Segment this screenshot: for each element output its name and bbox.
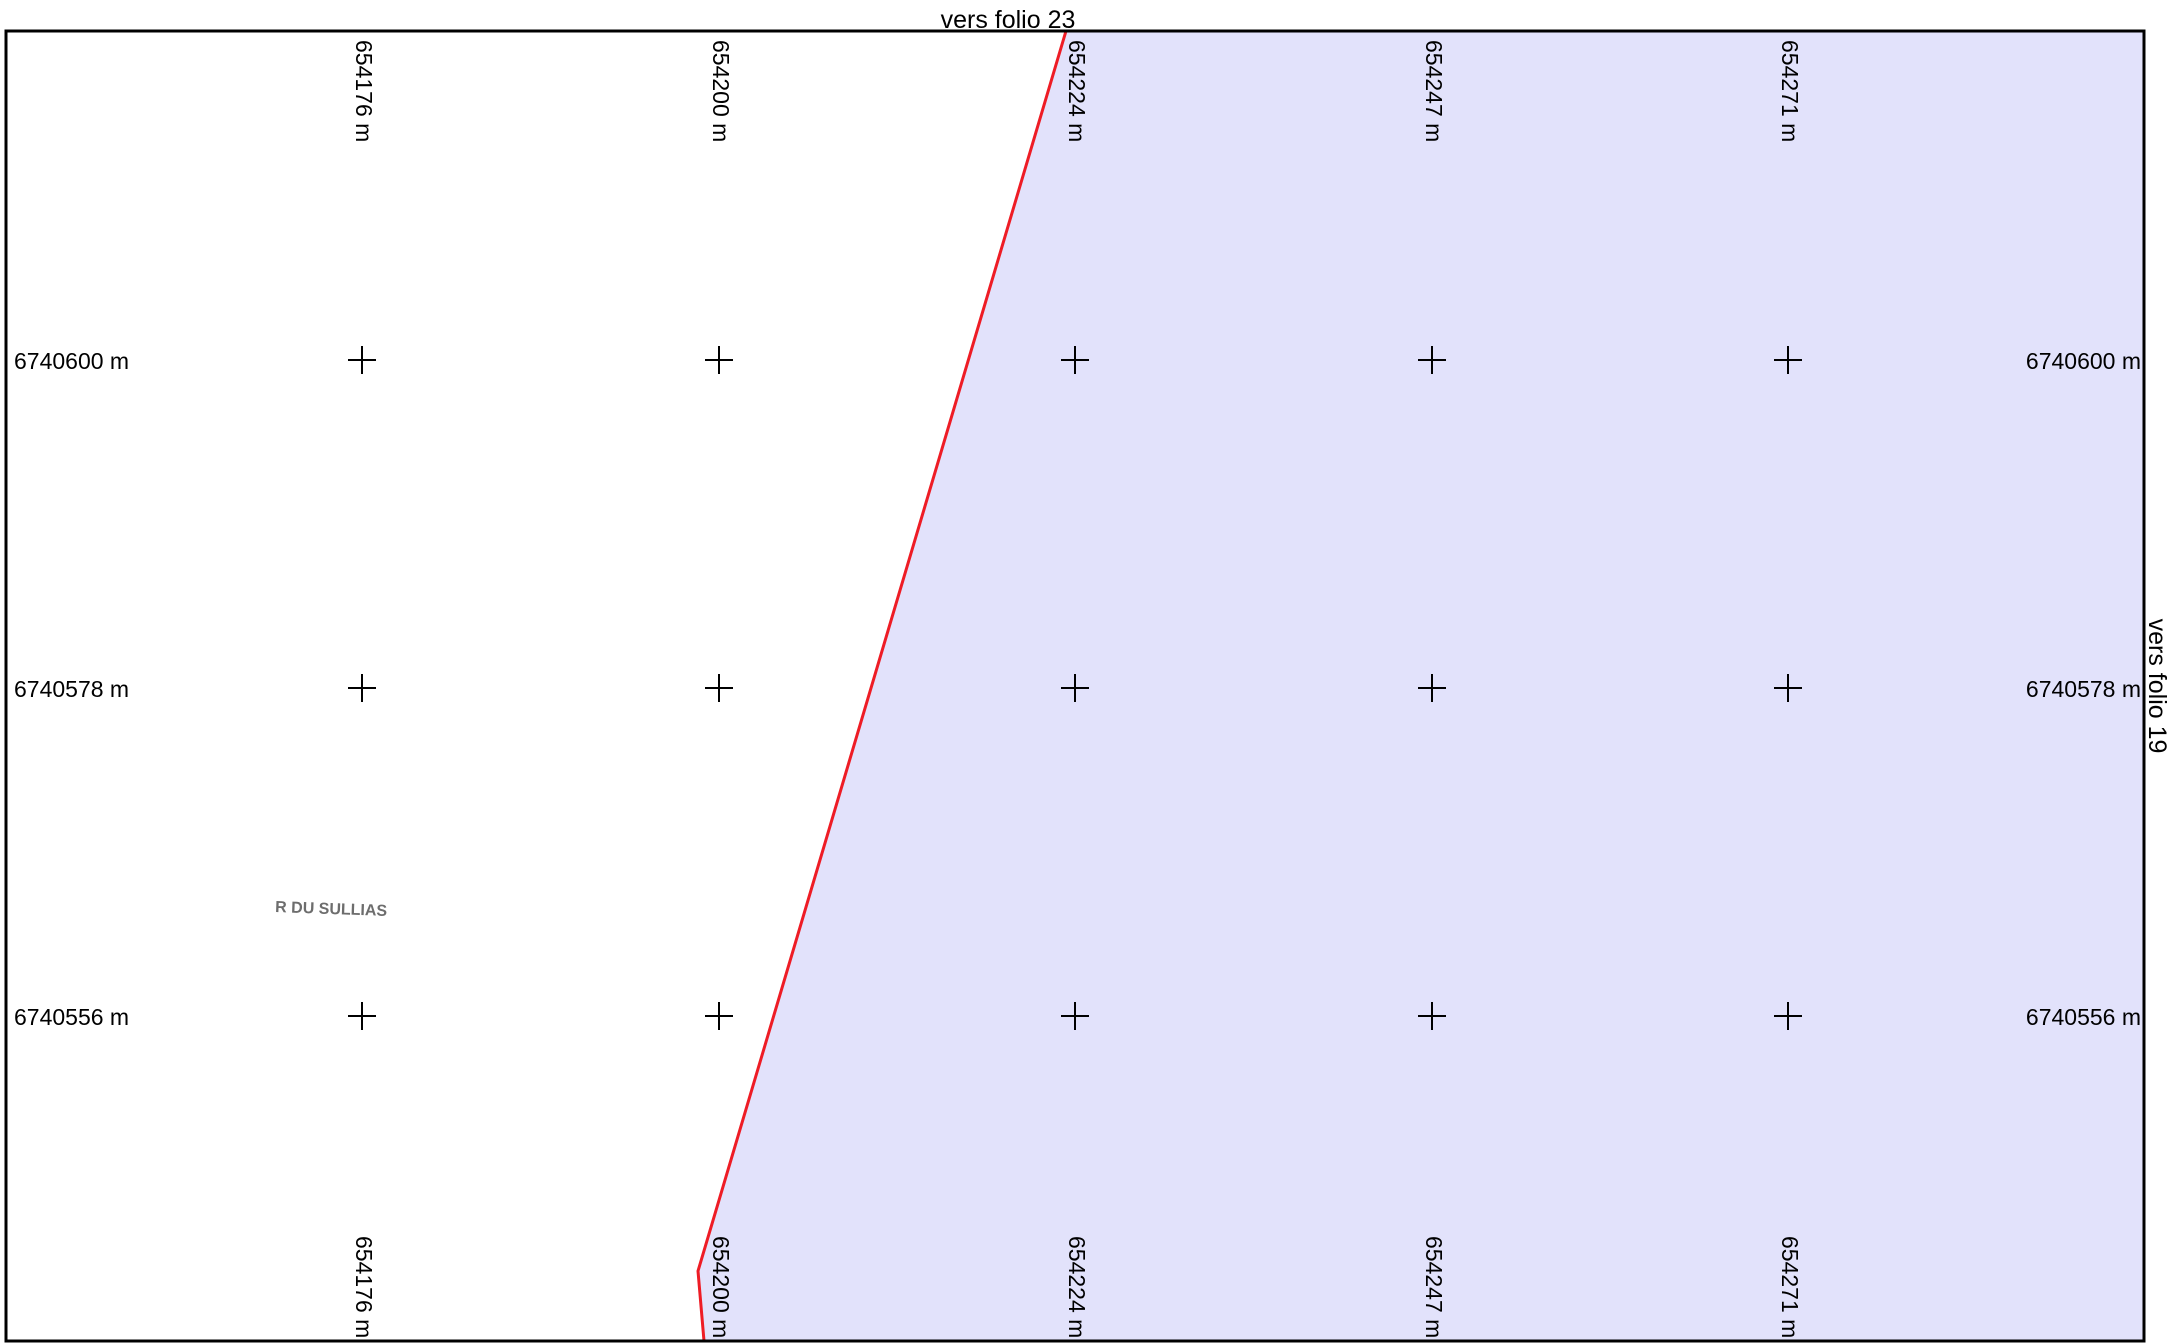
- grid-cross-icon: [1061, 674, 1089, 702]
- easting-label-top: 654224 m: [1064, 40, 1090, 142]
- parcel-area[interactable]: [698, 31, 2144, 1341]
- grid-cross-icon: [1418, 346, 1446, 374]
- easting-label-bottom: 654176 m: [351, 1236, 377, 1338]
- northing-label-right: 6740556 m: [2026, 1004, 2141, 1030]
- easting-label-bottom: 654224 m: [1064, 1236, 1090, 1338]
- easting-label-bottom: 654247 m: [1421, 1236, 1447, 1338]
- northing-label-right: 6740578 m: [2026, 676, 2141, 702]
- grid-cross-icon: [348, 674, 376, 702]
- grid-cross-icon: [1418, 1002, 1446, 1030]
- northing-label-left: 6740556 m: [14, 1004, 129, 1030]
- grid-cross-icon: [705, 346, 733, 374]
- northing-label-right: 6740600 m: [2026, 348, 2141, 374]
- grid-cross-icon: [705, 1002, 733, 1030]
- parcel-boundary-line: [696, 30, 1068, 1342]
- map-frame: [4, 29, 2146, 1343]
- grid-cross-icon: [1774, 346, 1802, 374]
- grid-cross-icon: [1061, 346, 1089, 374]
- easting-label-top: 654200 m: [708, 40, 734, 142]
- easting-label-bottom: 654271 m: [1777, 1236, 1803, 1338]
- grid-cross-icon: [1061, 1002, 1089, 1030]
- easting-label-top: 654247 m: [1421, 40, 1447, 142]
- grid-cross-icon: [1774, 1002, 1802, 1030]
- grid-cross-icon: [1774, 674, 1802, 702]
- street-label: R DU SULLIAS: [275, 899, 388, 920]
- easting-label-top: 654271 m: [1777, 40, 1803, 142]
- northing-label-left: 6740578 m: [14, 676, 129, 702]
- grid-cross-icon: [1418, 674, 1446, 702]
- easting-label-top: 654176 m: [351, 40, 377, 142]
- grid-cross-icon: [705, 674, 733, 702]
- right-folio-reference[interactable]: vers folio 19: [2143, 619, 2171, 754]
- northing-label-left: 6740600 m: [14, 348, 129, 374]
- grid-cross-icon: [348, 346, 376, 374]
- grid-cross-icon: [348, 1002, 376, 1030]
- top-folio-reference[interactable]: vers folio 23: [941, 6, 1076, 34]
- grid-layer: 654176 m 654176 m 654200 m 654200 m 654224 m…: [14, 40, 2141, 1338]
- easting-label-bottom: 654200 m: [708, 1236, 734, 1338]
